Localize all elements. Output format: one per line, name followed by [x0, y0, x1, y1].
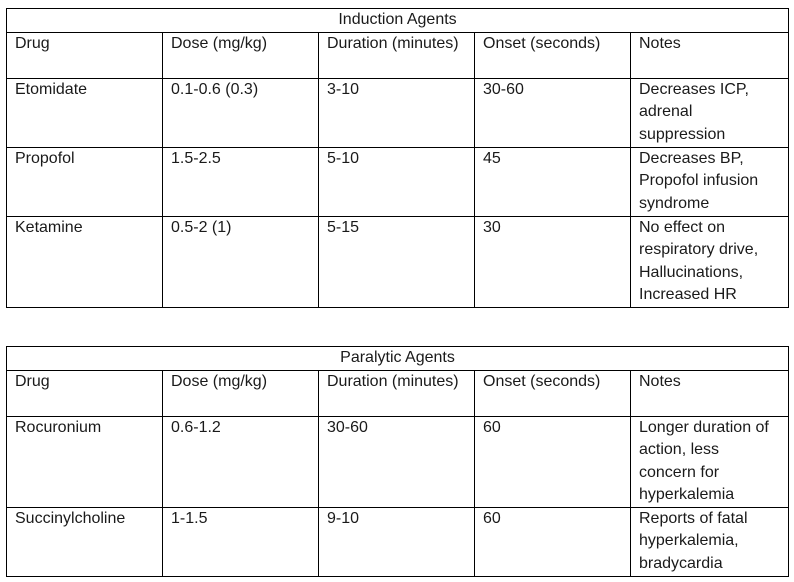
notes-cell: Decreases ICP, adrenal suppression: [629, 77, 790, 148]
column-header-onset: Onset (seconds): [474, 369, 631, 417]
notes-cell: Decreases BP, Propofol infusion syndrome: [629, 146, 790, 217]
drug-name-cell: Etomidate: [6, 77, 163, 148]
table-row: Rocuronium 0.6-1.2 30-60 60 Longer durat…: [6, 415, 790, 508]
column-header-onset: Onset (seconds): [474, 31, 631, 79]
column-header-notes: Notes: [629, 369, 790, 417]
dose-cell: 0.1-0.6 (0.3): [162, 77, 319, 148]
table-title: Paralytic Agents: [5, 346, 790, 371]
table-row: Etomidate 0.1-0.6 (0.3) 3-10 30-60 Decre…: [6, 77, 790, 148]
table-row: Propofol 1.5-2.5 5-10 45 Decreases BP, P…: [6, 146, 790, 217]
dose-cell: 0.5-2 (1): [162, 215, 319, 308]
dose-cell: 1-1.5: [162, 506, 319, 577]
paralytic-agents-table: Paralytic Agents Drug Dose (mg/kg) Durat…: [5, 346, 790, 577]
table-title: Induction Agents: [5, 8, 790, 33]
column-header-duration: Duration (minutes): [318, 31, 475, 79]
onset-cell: 60: [474, 415, 631, 508]
column-header-dose: Dose (mg/kg): [162, 369, 319, 417]
onset-cell: 60: [474, 506, 631, 577]
dose-cell: 0.6-1.2: [162, 415, 319, 508]
column-header-drug: Drug: [6, 31, 163, 79]
drug-name-cell: Succinylcholine: [6, 506, 163, 577]
table-caption-row: Induction Agents: [5, 8, 790, 33]
notes-cell: No effect on respiratory drive, Hallucin…: [629, 215, 790, 308]
header-row: Drug Dose (mg/kg) Duration (minutes) Ons…: [6, 369, 790, 417]
induction-agents-table: Induction Agents Drug Dose (mg/kg) Durat…: [5, 8, 790, 308]
duration-cell: 5-10: [318, 146, 475, 217]
column-header-dose: Dose (mg/kg): [162, 31, 319, 79]
duration-cell: 30-60: [318, 415, 475, 508]
dose-cell: 1.5-2.5: [162, 146, 319, 217]
table-row: Succinylcholine 1-1.5 9-10 60 Reports of…: [6, 506, 790, 577]
column-header-duration: Duration (minutes): [318, 369, 475, 417]
notes-cell: Reports of fatal hyperkalemia, bradycard…: [629, 506, 790, 577]
drug-name-cell: Rocuronium: [6, 415, 163, 508]
table-caption-row: Paralytic Agents: [5, 346, 790, 371]
notes-cell: Longer duration of action, less concern …: [629, 415, 790, 508]
duration-cell: 3-10: [318, 77, 475, 148]
onset-cell: 30: [474, 215, 631, 308]
table-row: Ketamine 0.5-2 (1) 5-15 30 No effect on …: [6, 215, 790, 308]
onset-cell: 45: [474, 146, 631, 217]
drug-name-cell: Propofol: [6, 146, 163, 217]
onset-cell: 30-60: [474, 77, 631, 148]
header-row: Drug Dose (mg/kg) Duration (minutes) Ons…: [6, 31, 790, 79]
column-header-notes: Notes: [629, 31, 790, 79]
duration-cell: 5-15: [318, 215, 475, 308]
duration-cell: 9-10: [318, 506, 475, 577]
drug-name-cell: Ketamine: [6, 215, 163, 308]
column-header-drug: Drug: [6, 369, 163, 417]
